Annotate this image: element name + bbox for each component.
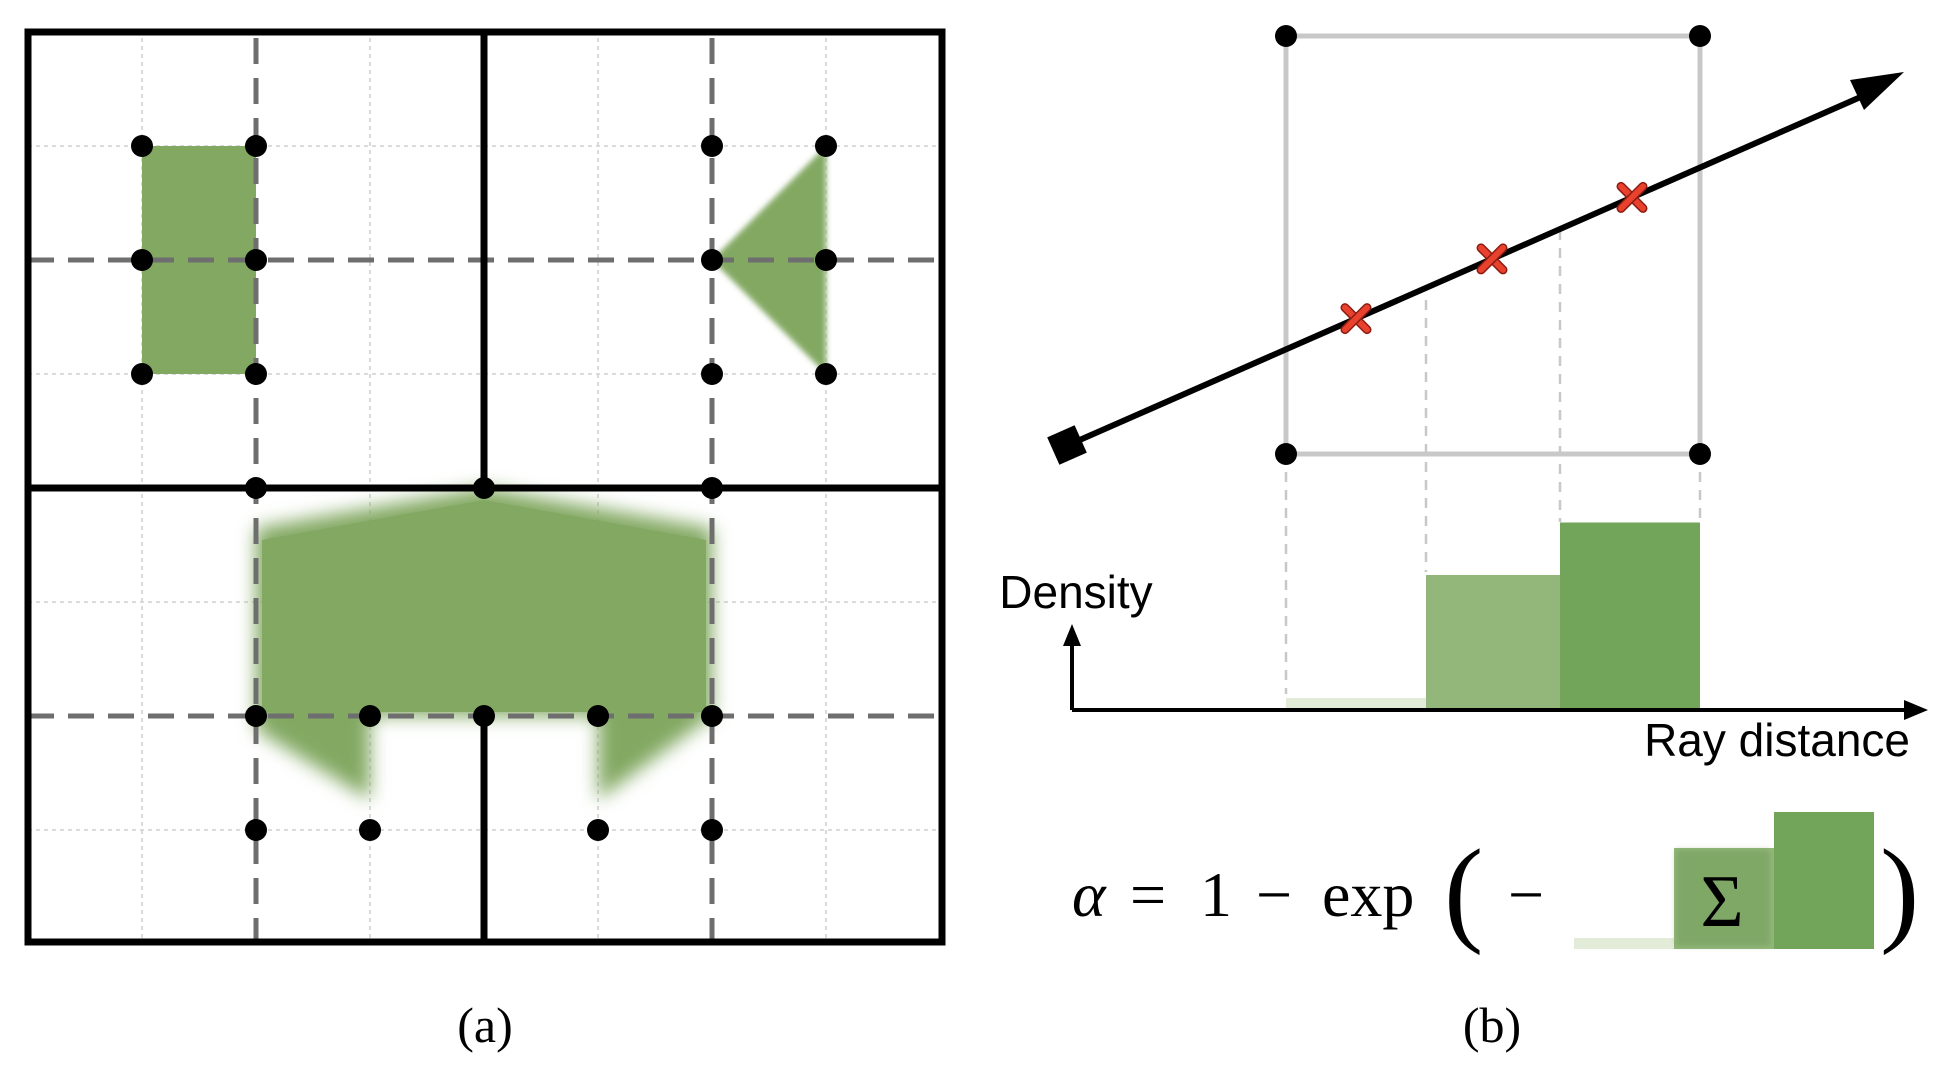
sample-marker-3: [1616, 181, 1648, 213]
panel-b: Density Ray distance α = 1 − exp ( − Σ )…: [999, 25, 1928, 1053]
formula-sum: Σ: [1700, 861, 1743, 943]
formula-close-paren: ): [1880, 825, 1919, 956]
voxel-corners: [1275, 25, 1711, 465]
formula-equals: =: [1130, 859, 1166, 930]
density-bin-1: [1286, 698, 1426, 710]
grid-vertices: [131, 135, 837, 841]
formula-exp: exp: [1322, 859, 1414, 930]
projection-lines: [1284, 230, 1702, 694]
sample-marker-2: [1476, 243, 1508, 275]
density-axis-label: Density: [999, 566, 1152, 618]
ray-distance-axis-label: Ray distance: [1644, 714, 1910, 766]
density-bin-3: [1560, 522, 1700, 710]
sample-marker-1: [1340, 303, 1372, 335]
ray: [1047, 72, 1904, 465]
ray-arrow-head: [1850, 72, 1904, 110]
ray-line: [1064, 89, 1874, 449]
x-axis-arrow-icon: [1904, 700, 1928, 720]
y-axis-arrow-icon: [1063, 624, 1081, 646]
histogram-axes: [1070, 640, 1914, 712]
formula-minus-inner: −: [1508, 859, 1544, 930]
voxel-box: [1283, 33, 1703, 457]
caption-b: (b): [1463, 997, 1521, 1053]
formula-open-paren: (: [1444, 825, 1483, 956]
panel-a: (a): [24, 28, 946, 1053]
formula-minus: −: [1256, 859, 1292, 930]
formula-faint-bar: [1574, 938, 1674, 949]
ray-origin-marker: [1047, 425, 1087, 465]
caption-a: (a): [457, 997, 513, 1053]
density-histogram: [1286, 522, 1700, 710]
formula-tall-bar: [1774, 812, 1874, 949]
sample-points: [1340, 181, 1648, 335]
formula-one: 1: [1200, 859, 1232, 930]
alpha-formula: α = 1 − exp ( − Σ ): [1072, 812, 1919, 956]
formula-alpha: α: [1072, 859, 1107, 930]
density-bin-2: [1426, 575, 1560, 710]
